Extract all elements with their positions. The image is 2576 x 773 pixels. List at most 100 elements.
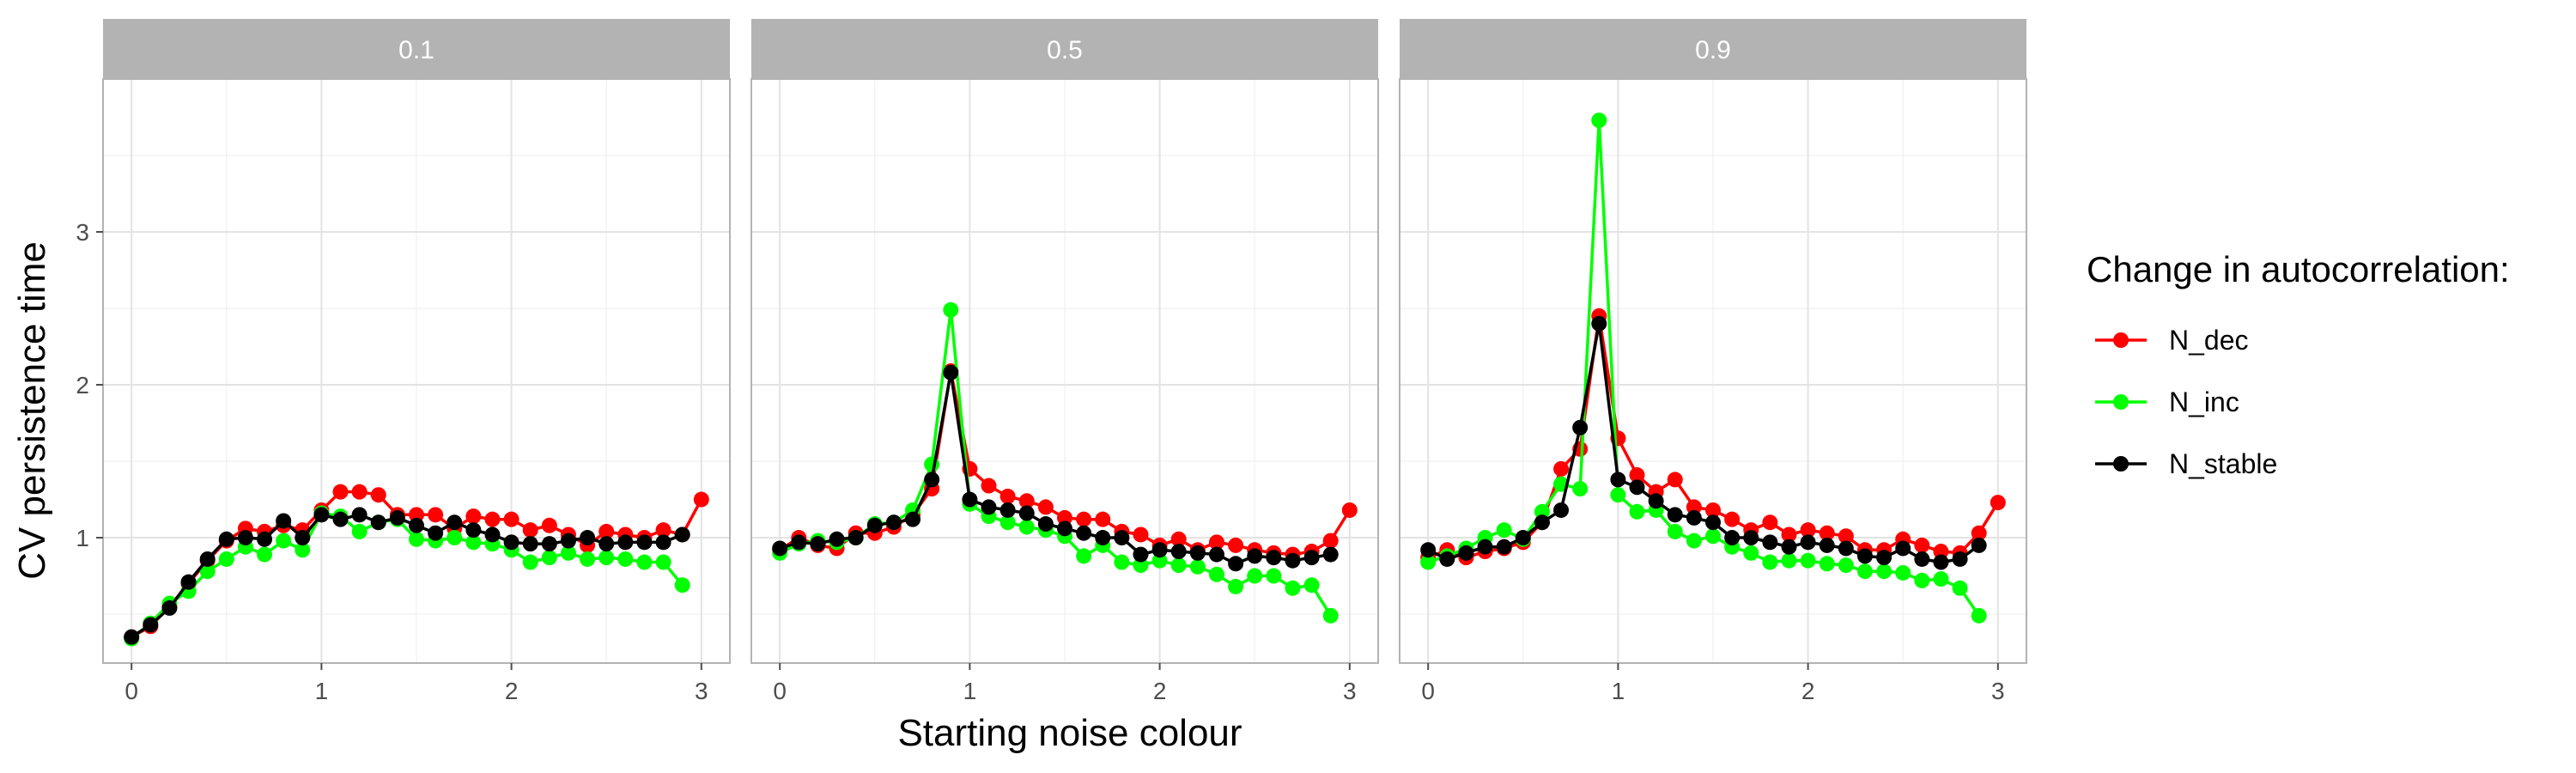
- data-point-n-inc: [1114, 554, 1130, 570]
- data-point-n-stable: [1648, 493, 1664, 509]
- data-point-n-dec: [598, 523, 615, 539]
- legend: Change in autocorrelation: N_dec N_inc N_s…: [2087, 249, 2510, 479]
- data-point-n-inc: [1285, 580, 1301, 596]
- data-point-n-inc: [1189, 558, 1206, 575]
- data-point-n-stable: [351, 507, 368, 523]
- data-point-n-inc: [560, 545, 576, 561]
- data-point-n-inc: [999, 514, 1016, 531]
- data-point-n-dec: [1553, 460, 1570, 477]
- data-point-n-dec: [409, 507, 424, 523]
- data-point-n-inc: [1952, 580, 1968, 596]
- data-point-n-dec: [428, 507, 444, 523]
- data-point-n-inc: [924, 456, 940, 472]
- data-point-n-stable: [848, 530, 864, 546]
- data-point-n-inc: [1420, 554, 1437, 570]
- data-point-n-inc: [943, 301, 959, 318]
- data-point-n-stable: [885, 514, 902, 531]
- legend-label: N_stable: [2169, 448, 2277, 479]
- x-tick-label: 1: [1612, 678, 1625, 704]
- x-tick-label: 3: [1991, 678, 2005, 704]
- data-point-n-stable: [1933, 554, 1949, 570]
- data-point-n-stable: [1952, 551, 1968, 567]
- data-point-n-inc: [541, 550, 557, 566]
- data-point-n-dec: [1208, 534, 1224, 551]
- data-point-n-stable: [655, 534, 671, 551]
- data-point-n-dec: [370, 487, 386, 503]
- data-point-n-dec: [1667, 472, 1683, 488]
- data-point-n-dec: [999, 488, 1016, 504]
- data-point-n-stable: [1610, 472, 1626, 488]
- data-point-n-dec: [1057, 509, 1072, 526]
- facet-strip: [751, 19, 1378, 79]
- data-point-n-inc: [465, 534, 482, 551]
- data-point-n-inc: [1303, 577, 1320, 593]
- data-point-n-stable: [124, 629, 140, 645]
- data-point-n-inc: [257, 546, 273, 563]
- data-point-n-dec: [1170, 531, 1187, 547]
- panel-border: [1399, 78, 2027, 664]
- data-point-n-inc: [351, 523, 368, 539]
- data-point-n-stable: [1914, 551, 1930, 567]
- data-point-n-inc: [1322, 607, 1339, 624]
- data-point-n-stable: [389, 509, 405, 526]
- facet-label: 0.1: [398, 36, 434, 64]
- data-point-n-stable: [791, 534, 807, 551]
- data-point-n-inc: [1856, 563, 1873, 580]
- x-tick-label: 0: [773, 678, 787, 704]
- data-point-n-stable: [943, 364, 959, 380]
- data-point-n-stable: [674, 526, 690, 543]
- data-point-n-stable: [636, 534, 653, 551]
- data-point-n-stable: [1114, 530, 1130, 546]
- x-tick-label: 2: [1801, 678, 1815, 704]
- data-point-n-stable: [180, 574, 197, 590]
- data-point-n-inc: [1800, 552, 1816, 569]
- data-point-n-stable: [598, 536, 615, 552]
- data-point-n-inc: [617, 551, 634, 567]
- data-point-n-inc: [276, 533, 292, 549]
- panel: 0.9 0 1 2 3: [1399, 19, 2027, 704]
- x-tick-label: 2: [505, 678, 519, 704]
- data-point-n-dec: [1705, 502, 1721, 518]
- data-point-n-stable: [522, 536, 538, 552]
- panel-border: [102, 78, 731, 664]
- data-point-n-stable: [332, 511, 349, 527]
- data-point-n-dec: [1724, 511, 1741, 527]
- data-point-n-inc: [1151, 552, 1168, 569]
- y-axis-title: CV persistence time: [11, 241, 53, 580]
- data-point-n-dec: [503, 511, 519, 527]
- data-point-n-stable: [1322, 546, 1339, 563]
- x-tick-label: 1: [315, 678, 329, 704]
- data-point-n-inc: [1933, 571, 1949, 587]
- data-point-n-stable: [1971, 537, 1987, 553]
- data-point-n-stable: [1057, 520, 1072, 537]
- facet-strip: [103, 19, 730, 79]
- data-point-n-stable: [1151, 542, 1168, 558]
- x-tick-label: 3: [695, 678, 708, 704]
- data-point-n-stable: [1018, 505, 1035, 521]
- data-point-n-inc: [1170, 557, 1187, 574]
- data-point-n-dec: [484, 511, 501, 527]
- data-point-n-stable: [295, 530, 311, 546]
- data-point-n-inc: [447, 530, 463, 546]
- data-point-n-stable: [1037, 516, 1054, 533]
- data-point-n-inc: [199, 563, 216, 580]
- data-point-n-stable: [1534, 514, 1550, 531]
- data-point-n-stable: [1076, 525, 1092, 541]
- data-point-n-dec: [1971, 525, 1987, 541]
- data-point-n-inc: [1208, 566, 1224, 582]
- data-point-n-stable: [1420, 542, 1437, 558]
- data-point-n-dec: [1819, 525, 1835, 541]
- data-point-n-inc: [1266, 568, 1282, 584]
- panel-border: [750, 78, 1379, 664]
- data-point-n-stable: [999, 502, 1016, 518]
- facet-label: 0.9: [1695, 36, 1731, 64]
- data-point-n-stable: [1762, 534, 1778, 551]
- data-point-n-dec: [1914, 537, 1930, 553]
- data-point-n-stable: [276, 513, 292, 529]
- data-point-n-stable: [447, 514, 463, 531]
- data-point-n-inc: [1914, 572, 1930, 588]
- data-point-n-stable: [1686, 509, 1702, 526]
- legend-key-point: [2113, 394, 2129, 410]
- data-point-n-dec: [1341, 502, 1358, 518]
- data-point-n-stable: [1266, 550, 1282, 566]
